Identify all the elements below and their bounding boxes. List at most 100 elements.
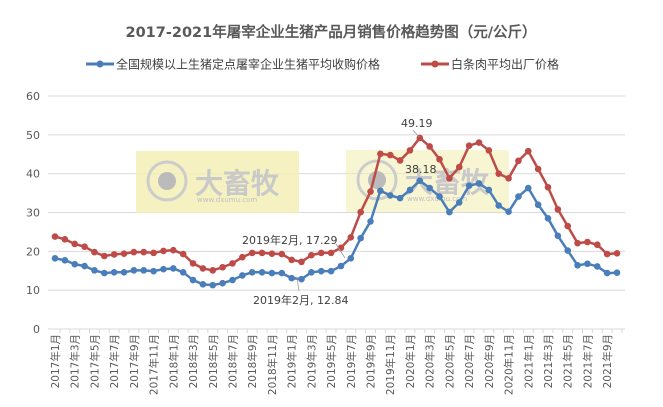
data-point[interactable] xyxy=(229,260,236,267)
data-point[interactable] xyxy=(603,250,611,258)
data-point[interactable] xyxy=(209,267,217,274)
data-point[interactable] xyxy=(101,269,108,277)
data-point[interactable] xyxy=(219,263,226,271)
data-point[interactable] xyxy=(613,269,621,276)
data-point[interactable] xyxy=(515,193,522,200)
data-point[interactable] xyxy=(347,234,355,241)
data-point[interactable] xyxy=(91,267,98,274)
data-point[interactable] xyxy=(406,147,414,154)
data-point[interactable] xyxy=(160,247,167,255)
data-point[interactable] xyxy=(544,183,552,191)
data-point[interactable] xyxy=(81,243,88,250)
data-point[interactable] xyxy=(524,147,532,155)
legend-item-purchase-price[interactable]: 全国规模以上生猪定点屠宰企业生猪平均收购价格 xyxy=(86,57,380,72)
data-point[interactable] xyxy=(120,269,128,276)
data-point[interactable] xyxy=(308,251,315,259)
data-point[interactable] xyxy=(170,246,177,254)
data-point[interactable] xyxy=(199,265,207,272)
legend-item-carcass-price[interactable]: 白条肉平均出厂价格 xyxy=(421,57,559,72)
data-point[interactable] xyxy=(485,186,493,194)
data-point[interactable] xyxy=(61,235,69,243)
data-point[interactable] xyxy=(534,165,542,173)
data-point[interactable] xyxy=(101,252,108,260)
data-point[interactable] xyxy=(505,208,512,216)
data-point[interactable] xyxy=(485,147,493,154)
data-point[interactable] xyxy=(436,193,443,200)
data-point[interactable] xyxy=(446,175,453,182)
data-point[interactable] xyxy=(574,262,581,269)
data-point[interactable] xyxy=(347,255,355,262)
data-point[interactable] xyxy=(51,255,59,262)
data-point[interactable] xyxy=(268,269,276,277)
data-point[interactable] xyxy=(584,260,591,268)
data-point[interactable] xyxy=(189,276,197,284)
data-point[interactable] xyxy=(298,275,305,283)
data-point[interactable] xyxy=(239,253,246,261)
data-point[interactable] xyxy=(219,279,226,287)
data-point[interactable] xyxy=(603,269,611,277)
data-point[interactable] xyxy=(386,151,394,159)
data-point[interactable] xyxy=(140,267,148,274)
data-point[interactable] xyxy=(209,281,217,289)
data-point[interactable] xyxy=(189,260,197,267)
data-point[interactable] xyxy=(505,175,512,182)
data-point[interactable] xyxy=(150,249,157,257)
data-point[interactable] xyxy=(465,182,473,190)
data-point[interactable] xyxy=(308,269,315,276)
data-point[interactable] xyxy=(357,234,364,242)
data-point[interactable] xyxy=(61,256,69,264)
data-point[interactable] xyxy=(495,202,503,209)
data-point[interactable] xyxy=(71,260,79,268)
data-point[interactable] xyxy=(406,186,414,194)
data-point[interactable] xyxy=(248,269,256,276)
data-point[interactable] xyxy=(574,239,581,247)
data-point[interactable] xyxy=(534,201,542,209)
data-point[interactable] xyxy=(475,139,483,146)
data-point[interactable] xyxy=(229,276,236,284)
data-point[interactable] xyxy=(179,269,187,276)
data-point[interactable] xyxy=(524,184,532,192)
data-point[interactable] xyxy=(298,258,305,266)
data-point[interactable] xyxy=(416,177,424,185)
data-point[interactable] xyxy=(475,180,483,187)
data-point[interactable] xyxy=(327,267,335,275)
data-point[interactable] xyxy=(199,281,207,288)
data-point[interactable] xyxy=(377,150,384,158)
data-point[interactable] xyxy=(495,170,503,177)
data-point[interactable] xyxy=(110,251,118,258)
data-point[interactable] xyxy=(248,249,256,257)
data-point[interactable] xyxy=(554,232,562,240)
data-point[interactable] xyxy=(584,238,591,246)
data-point[interactable] xyxy=(91,248,98,256)
data-point[interactable] xyxy=(81,262,88,270)
data-point[interactable] xyxy=(268,250,276,257)
data-point[interactable] xyxy=(327,249,335,257)
data-point[interactable] xyxy=(278,250,286,258)
data-point[interactable] xyxy=(170,265,177,272)
data-point[interactable] xyxy=(396,157,404,164)
data-point[interactable] xyxy=(386,192,394,199)
data-point[interactable] xyxy=(455,199,463,206)
data-point[interactable] xyxy=(594,263,601,270)
data-point[interactable] xyxy=(288,256,295,264)
data-point[interactable] xyxy=(465,142,473,150)
data-point[interactable] xyxy=(554,206,562,213)
data-point[interactable] xyxy=(426,143,433,150)
data-point[interactable] xyxy=(130,267,138,274)
data-point[interactable] xyxy=(130,248,138,256)
data-point[interactable] xyxy=(317,249,325,257)
data-point[interactable] xyxy=(71,240,79,248)
data-point[interactable] xyxy=(258,249,266,257)
data-point[interactable] xyxy=(446,208,453,216)
data-point[interactable] xyxy=(150,267,157,275)
data-point[interactable] xyxy=(278,269,286,277)
data-point[interactable] xyxy=(258,269,266,276)
data-point[interactable] xyxy=(515,157,522,165)
data-point[interactable] xyxy=(436,155,443,163)
data-point[interactable] xyxy=(613,249,621,257)
data-point[interactable] xyxy=(377,187,384,195)
data-point[interactable] xyxy=(337,262,345,270)
data-point[interactable] xyxy=(239,272,246,279)
data-point[interactable] xyxy=(455,163,463,171)
data-point[interactable] xyxy=(396,194,404,202)
